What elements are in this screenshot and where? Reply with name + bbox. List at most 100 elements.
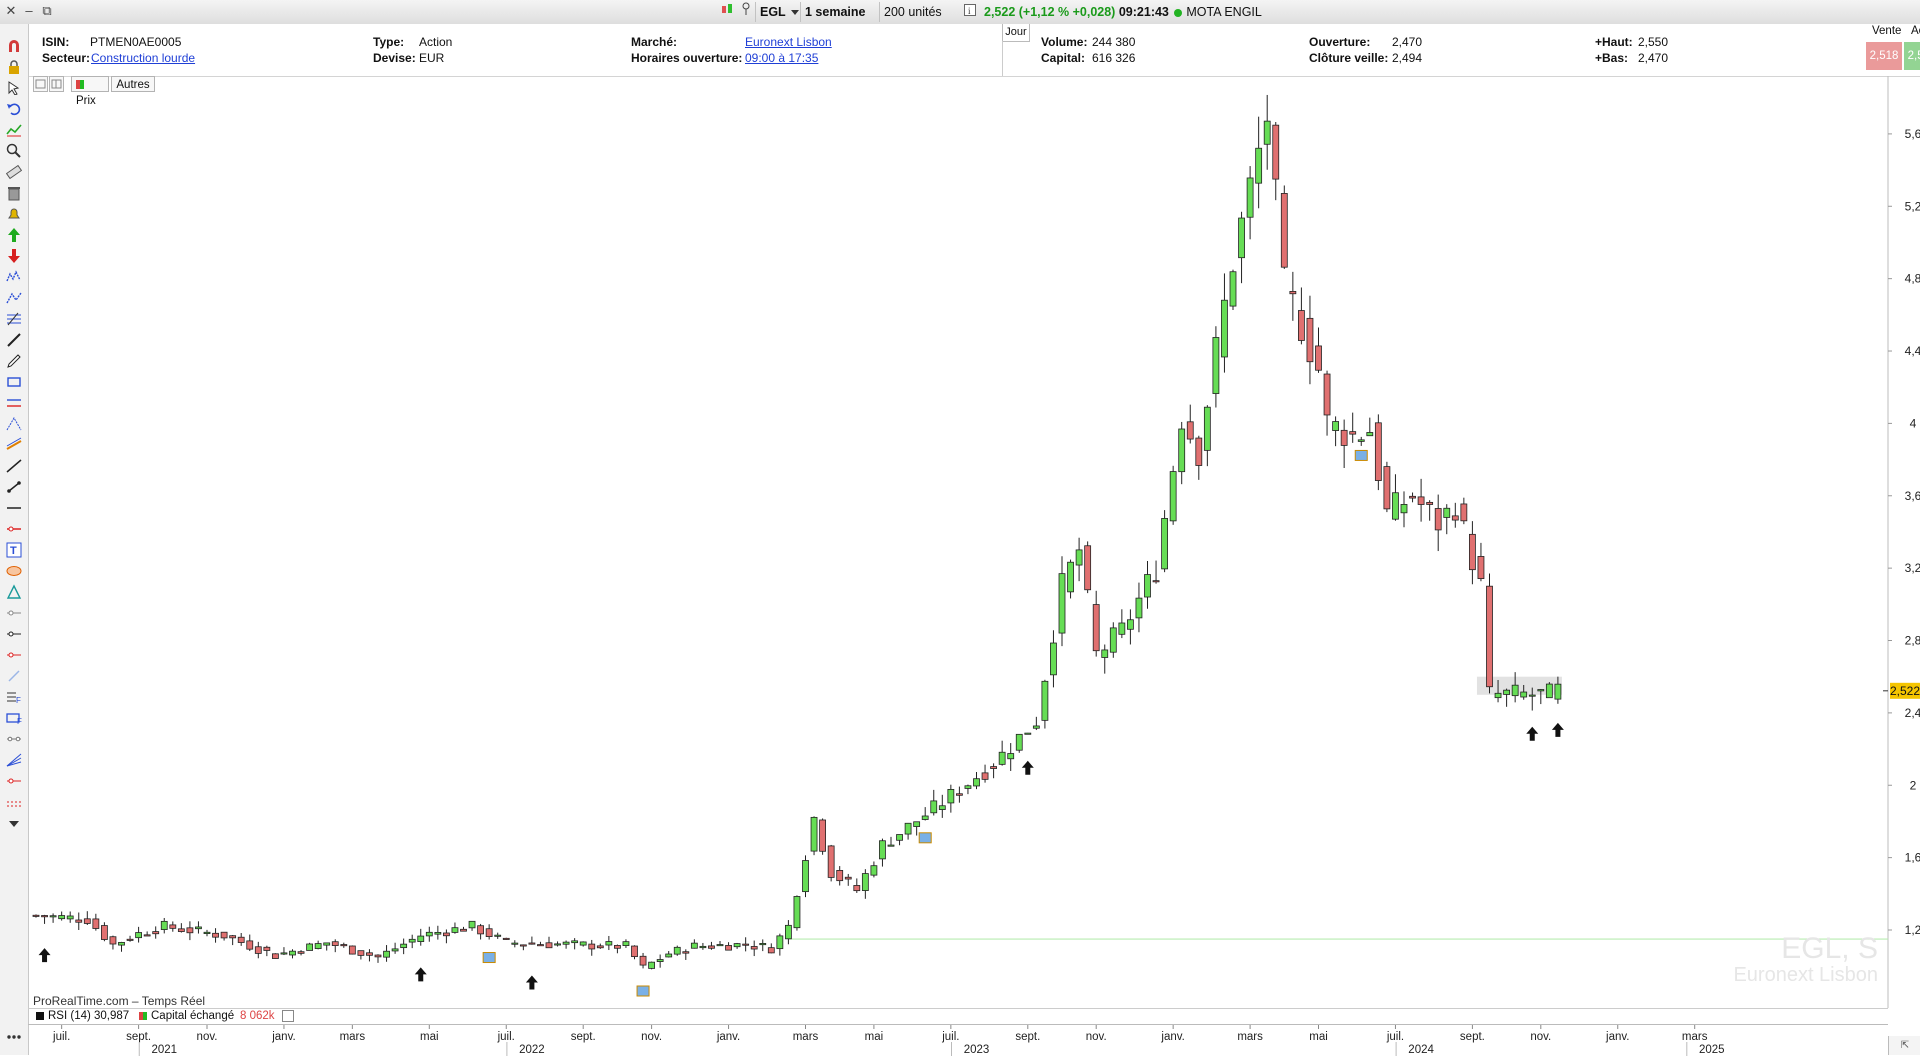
pitchfork-icon[interactable] xyxy=(4,414,24,434)
candle-up xyxy=(938,805,946,810)
maximize-icon[interactable]: ⧉ xyxy=(42,3,52,18)
alert-bell-icon[interactable] xyxy=(4,204,24,224)
tab-jour[interactable]: Jour xyxy=(1002,24,1030,42)
chart-layout-icon[interactable] xyxy=(49,76,64,92)
wave-abc-icon[interactable] xyxy=(4,288,24,308)
candlestick-icon[interactable] xyxy=(716,2,736,22)
candle-up xyxy=(861,873,869,891)
marche-link[interactable]: Euronext Lisbon xyxy=(745,35,832,49)
candle-up xyxy=(408,938,416,943)
indicator-icon[interactable] xyxy=(4,120,24,140)
pencil-icon[interactable] xyxy=(4,330,24,350)
ruler-icon[interactable] xyxy=(4,162,24,182)
candle-down xyxy=(477,925,485,935)
undo-icon[interactable] xyxy=(4,99,24,119)
rectangle-icon[interactable] xyxy=(4,372,24,392)
candle-down xyxy=(1383,466,1391,510)
candle-up xyxy=(870,865,878,876)
elliott-wave-icon[interactable] xyxy=(4,267,24,287)
segment-icon[interactable] xyxy=(4,477,24,497)
more-options-icon[interactable] xyxy=(4,1027,24,1047)
collapse-toolbar-icon[interactable] xyxy=(4,814,24,834)
trash-icon[interactable] xyxy=(4,183,24,203)
market-open-dot xyxy=(1174,8,1183,17)
chart-settings-icon[interactable] xyxy=(33,76,48,92)
units-select[interactable]: 200 unités xyxy=(879,2,957,36)
tab-autres[interactable]: Autres xyxy=(111,76,155,92)
zoom-icon[interactable] xyxy=(4,141,24,161)
candle-down xyxy=(366,952,373,956)
candle-up xyxy=(571,940,579,944)
ticker-select[interactable]: EGL xyxy=(755,2,805,22)
candle-down xyxy=(271,953,279,959)
candle-up xyxy=(1332,421,1339,431)
channel-icon[interactable] xyxy=(4,393,24,413)
candle-up xyxy=(1221,299,1228,358)
fibonacci-icon[interactable] xyxy=(4,309,24,329)
candle-down xyxy=(460,928,467,932)
line-icon[interactable] xyxy=(4,456,24,476)
horizontal-ray-icon[interactable] xyxy=(4,519,24,539)
dotted-ray-icon[interactable] xyxy=(4,792,24,812)
candle-down xyxy=(1289,291,1297,295)
price-chart[interactable]: 1,2 1,6 2 2,4 2,8 3,2 3,6 4 4,4 4,8 5,2 5,6 EGL, SEu… xyxy=(28,76,1920,1008)
pointer-icon[interactable] xyxy=(4,78,24,98)
info-icon[interactable]: i xyxy=(960,2,978,22)
buy-signal-arrow xyxy=(414,967,427,982)
source-label: ProRealTime.com – Temps Réel xyxy=(33,994,206,1008)
x-tick-label: nov. xyxy=(1530,1031,1551,1043)
text-icon[interactable]: T xyxy=(4,540,24,560)
link-icon[interactable] xyxy=(736,2,754,22)
ray-red-2-icon[interactable] xyxy=(4,771,24,791)
gann-icon[interactable] xyxy=(4,750,24,770)
candle-down xyxy=(1280,193,1288,268)
secteur-link[interactable]: Construction lourde xyxy=(91,51,196,65)
x-tick-label: nov. xyxy=(641,1031,662,1043)
candle-down xyxy=(152,931,160,935)
marker-icon[interactable] xyxy=(4,351,24,371)
light-pen-icon[interactable] xyxy=(4,666,24,686)
horaires-link[interactable]: 09:00 à 17:35 xyxy=(745,51,819,65)
drawing-toolbar: T F F xyxy=(0,24,29,1055)
candle-down xyxy=(1451,515,1459,521)
object-list-icon[interactable]: F xyxy=(4,708,24,728)
ray-red-icon[interactable] xyxy=(4,645,24,665)
x-tick-label: juil. xyxy=(941,1031,959,1043)
regression-icon[interactable] xyxy=(4,435,24,455)
minimize-icon[interactable]: ‒ xyxy=(25,3,33,18)
triangle-icon[interactable] xyxy=(4,582,24,602)
tab-prix[interactable]: Prix xyxy=(71,76,109,107)
candle-up xyxy=(656,959,664,962)
ray-dark-icon[interactable] xyxy=(4,624,24,644)
period-select[interactable]: 1 semaine xyxy=(800,2,880,36)
candle-down xyxy=(169,924,177,929)
capital-echange-label[interactable]: Capital échangé xyxy=(151,1010,235,1022)
ray-gray-icon[interactable] xyxy=(4,603,24,623)
candle-down xyxy=(742,943,750,946)
function-icon[interactable]: F xyxy=(4,687,24,707)
candle-up xyxy=(1503,689,1510,695)
rsi-label[interactable]: RSI (14) xyxy=(48,1010,91,1022)
sell-arrow-icon[interactable] xyxy=(4,246,24,266)
magnet-icon[interactable] xyxy=(4,36,24,56)
candle-up xyxy=(1050,642,1057,676)
candle-down xyxy=(1374,422,1382,481)
candle-up xyxy=(879,840,886,860)
isin-value: PTMEN0AE0005 xyxy=(90,35,182,49)
lock-icon[interactable] xyxy=(4,57,24,77)
candle-up xyxy=(1127,619,1134,630)
candle-down xyxy=(819,819,826,852)
achat-button[interactable]: 2,526 xyxy=(1904,42,1920,70)
vente-button[interactable]: 2,518 xyxy=(1866,42,1902,70)
scroll-right-icon[interactable]: ⇱ xyxy=(1888,1036,1920,1055)
close-icon[interactable]: ✕ xyxy=(5,3,17,18)
restore-panel-icon[interactable] xyxy=(282,1010,294,1022)
candle-up xyxy=(1024,732,1032,735)
buy-arrow-icon[interactable] xyxy=(4,225,24,245)
measure-icon[interactable] xyxy=(4,729,24,749)
candle-down xyxy=(836,870,844,882)
candle-up xyxy=(400,943,408,949)
ellipse-icon[interactable] xyxy=(4,561,24,581)
horizontal-line-icon[interactable] xyxy=(4,498,24,518)
candle-up xyxy=(759,943,767,946)
